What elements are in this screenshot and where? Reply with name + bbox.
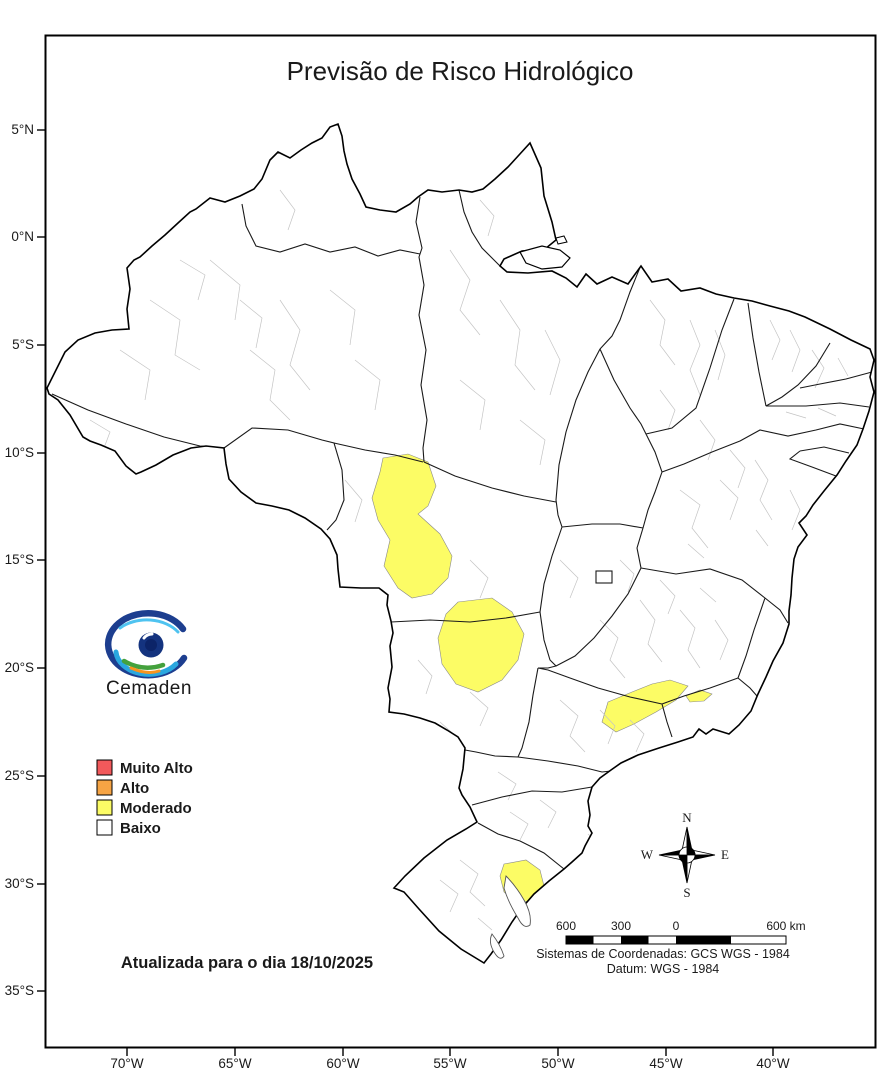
scale-label: 600 km bbox=[766, 919, 805, 933]
cemaden-logo: Cemaden bbox=[104, 609, 192, 699]
latitude-label: 30°S bbox=[5, 876, 34, 891]
longitude-axis-labels: 70°W 65°W 60°W 55°W 50°W 45°W 40°W bbox=[110, 1056, 789, 1071]
legend-label-baixo: Baixo bbox=[120, 820, 161, 837]
legend-label-moderado: Moderado bbox=[120, 800, 192, 817]
longitude-ticks bbox=[126, 1048, 774, 1056]
latitude-axis-labels: 5°N 0°N 5°S 10°S 15°S 20°S 25°S 30°S 35°… bbox=[5, 122, 34, 998]
risk-area-moderado bbox=[371, 453, 453, 599]
latitude-label: 25°S bbox=[5, 768, 34, 783]
cemaden-logo-text: Cemaden bbox=[106, 678, 192, 699]
compass-west-label: W bbox=[641, 847, 654, 862]
delta-islet bbox=[555, 235, 568, 245]
risk-area-moderado bbox=[601, 679, 689, 733]
compass-south-label: S bbox=[683, 885, 690, 900]
latitude-label: 0°N bbox=[11, 229, 34, 244]
distrito-federal-outline bbox=[595, 570, 613, 584]
brazil-map bbox=[46, 123, 875, 964]
cemaden-eye-icon bbox=[104, 609, 188, 679]
risk-area-moderado bbox=[685, 689, 713, 703]
scale-label: 300 bbox=[611, 919, 631, 933]
legend: Muito Alto Alto Moderado Baixo bbox=[96, 759, 193, 837]
update-note: Atualizada para o dia 18/10/2025 bbox=[121, 954, 373, 972]
latitude-ticks bbox=[37, 129, 45, 992]
north-arrow-icon: N S E W bbox=[641, 810, 729, 900]
longitude-label: 45°W bbox=[649, 1056, 682, 1071]
crs-line-2: Datum: WGS - 1984 bbox=[607, 962, 720, 976]
scale-label: 600 bbox=[556, 919, 576, 933]
crs-note: Sistemas de Coordenadas: GCS WGS - 1984 … bbox=[536, 947, 790, 976]
legend-swatch-muito-alto bbox=[96, 759, 113, 776]
risk-areas-moderado bbox=[371, 453, 713, 904]
lagoa-mirim bbox=[489, 933, 505, 959]
compass-east-label: E bbox=[721, 847, 729, 862]
marajo-island bbox=[519, 245, 571, 270]
longitude-label: 60°W bbox=[326, 1056, 359, 1071]
crs-line-1: Sistemas de Coordenadas: GCS WGS - 1984 bbox=[536, 947, 790, 961]
latitude-label: 5°S bbox=[12, 337, 34, 352]
scale-label: 0 bbox=[673, 919, 680, 933]
state-borders bbox=[51, 189, 873, 870]
legend-label-muito-alto: Muito Alto bbox=[120, 760, 193, 777]
longitude-label: 65°W bbox=[218, 1056, 251, 1071]
page-title: Previsão de Risco Hidrológico bbox=[287, 56, 634, 86]
latitude-label: 35°S bbox=[5, 983, 34, 998]
longitude-label: 40°W bbox=[756, 1056, 789, 1071]
longitude-label: 55°W bbox=[433, 1056, 466, 1071]
longitude-label: 50°W bbox=[541, 1056, 574, 1071]
legend-swatch-moderado bbox=[96, 799, 113, 816]
scale-bar-segments bbox=[565, 935, 787, 945]
latitude-label: 10°S bbox=[5, 445, 34, 460]
lagoa-dos-patos bbox=[503, 875, 531, 927]
legend-swatch-alto bbox=[96, 779, 113, 796]
latitude-label: 5°N bbox=[11, 122, 34, 137]
longitude-label: 70°W bbox=[110, 1056, 143, 1071]
scale-bar: 600 300 0 600 km bbox=[556, 919, 806, 945]
legend-label-alto: Alto bbox=[120, 780, 149, 797]
latitude-label: 15°S bbox=[5, 552, 34, 567]
legend-swatch-baixo bbox=[96, 819, 113, 836]
latitude-label: 20°S bbox=[5, 660, 34, 675]
municipality-borders bbox=[89, 189, 849, 931]
compass-north-label: N bbox=[682, 810, 692, 825]
